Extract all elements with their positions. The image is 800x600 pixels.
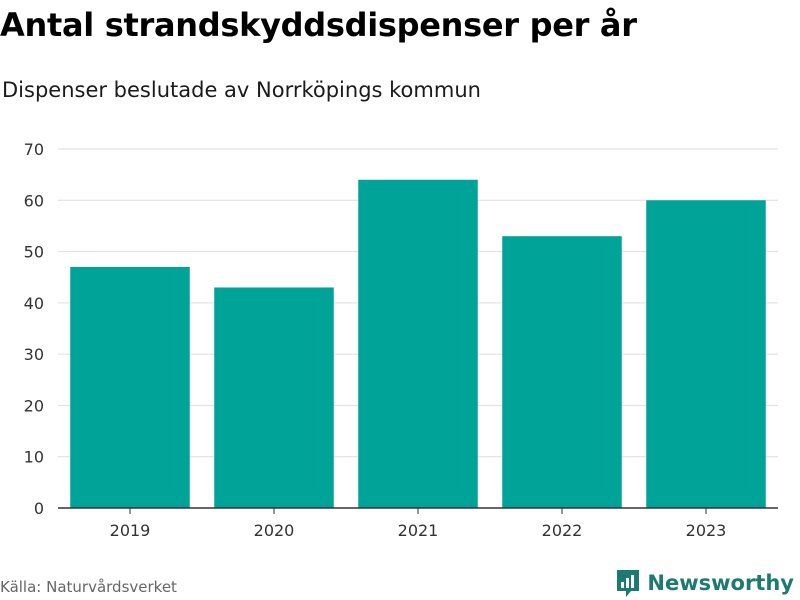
bar-2020 [214,287,334,508]
y-tick-label: 20 [24,396,44,415]
x-tick-label: 2022 [542,521,583,540]
y-tick-label: 40 [24,294,44,313]
y-tick-label: 50 [24,243,44,262]
axes: 0 10 20 30 40 50 60 70 2019 2020 2021 2022 2023 [24,140,778,540]
x-tick-label: 2023 [686,521,727,540]
bar-2021 [358,179,478,508]
source-note: Källa: Naturvårdsverket [0,578,177,596]
x-tick-label: 2019 [110,521,151,540]
newsworthy-logo-icon [617,570,640,597]
bars [70,179,766,509]
x-tick-label: 2020 [254,521,295,540]
brand-name: Newsworthy [647,571,794,595]
chart-title: Antal strandskyddsdispenser per år [0,6,637,44]
y-tick-label: 60 [24,191,44,210]
chart-subtitle: Dispenser beslutade av Norrköpings kommu… [2,78,481,102]
x-tick-label: 2021 [398,521,439,540]
y-tick-label: 30 [24,345,44,364]
bar-2022 [502,236,622,508]
bar-2019 [70,266,190,508]
y-tick-label: 70 [24,140,44,159]
y-tick-label: 10 [24,448,44,467]
y-tick-label: 0 [34,499,44,518]
bar-2023 [646,200,766,509]
brand-logo: Newsworthy [615,568,794,598]
